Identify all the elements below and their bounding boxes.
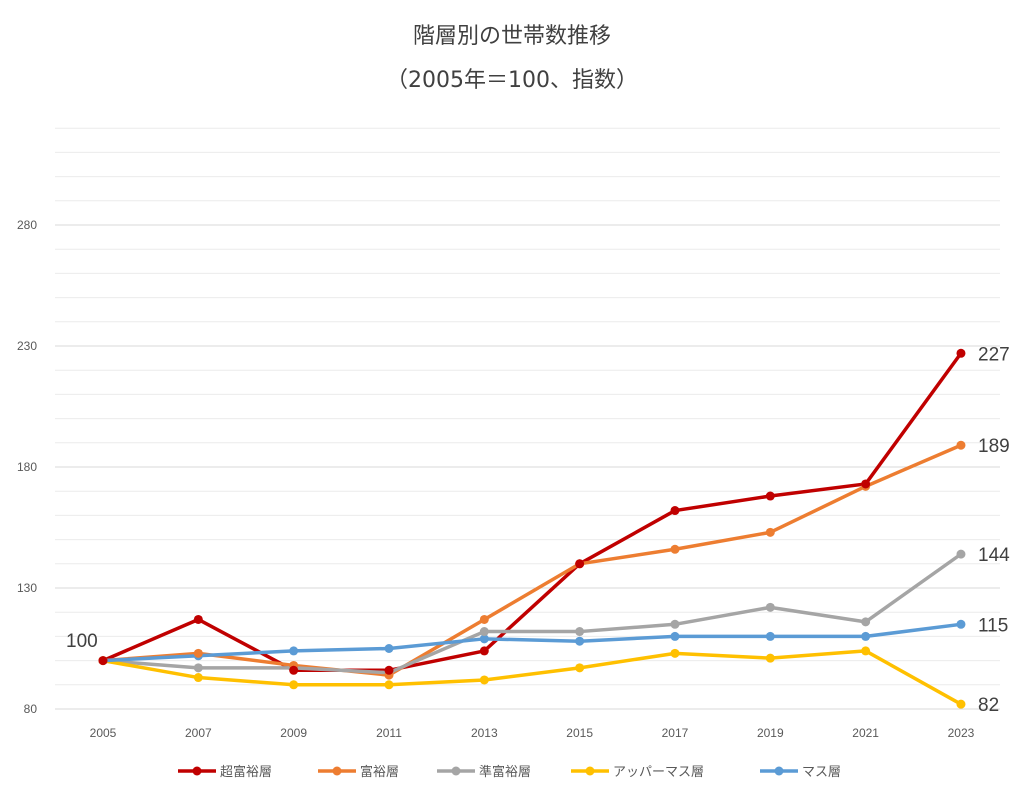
- legend-marker: [332, 766, 342, 776]
- x-tick-label: 2011: [376, 726, 402, 740]
- data-point: [289, 646, 299, 656]
- series-line-アッパーマス層: [102, 649, 962, 706]
- x-tick-label: 2007: [185, 726, 212, 740]
- data-point: [765, 491, 775, 501]
- x-tick-label: 2019: [757, 726, 784, 740]
- legend-label: 超富裕層: [220, 764, 272, 780]
- data-point: [98, 656, 108, 666]
- data-point: [289, 680, 299, 690]
- y-tick-label: 180: [17, 460, 37, 474]
- legend-label: 富裕層: [360, 764, 399, 780]
- x-tick-label: 2021: [852, 726, 879, 740]
- start-value-label: 100: [66, 631, 98, 652]
- end-value-label: 189: [978, 436, 1010, 457]
- data-point: [193, 614, 203, 624]
- data-point: [765, 602, 775, 612]
- data-point: [956, 699, 966, 709]
- data-point: [289, 665, 299, 675]
- data-point: [575, 663, 585, 673]
- data-point: [193, 648, 203, 658]
- data-point: [956, 348, 966, 358]
- data-point: [575, 636, 585, 646]
- end-value-label: 144: [978, 545, 1010, 566]
- data-point: [670, 631, 680, 641]
- legend-marker: [774, 766, 784, 776]
- data-point: [384, 644, 394, 653]
- end-value-label: 227: [978, 344, 1010, 365]
- data-point: [861, 479, 871, 489]
- data-point: [575, 627, 585, 637]
- data-point: [670, 648, 680, 658]
- data-point: [670, 506, 680, 516]
- legend-label: 準富裕層: [479, 764, 531, 780]
- x-tick-label: 2009: [280, 726, 307, 740]
- chart-title: 階層別の世帯数推移: [412, 24, 611, 49]
- series-line-マス層: [102, 622, 962, 663]
- data-point: [765, 653, 775, 663]
- data-point: [193, 663, 203, 673]
- data-point: [861, 646, 871, 656]
- legend-marker: [192, 766, 202, 776]
- chart-subtitle: （2005年＝100、指数）: [386, 68, 638, 93]
- data-point: [956, 440, 966, 450]
- series-line-超富裕層: [102, 352, 963, 673]
- y-tick-label: 280: [17, 218, 37, 232]
- data-point: [384, 680, 394, 690]
- x-tick-label: 2017: [662, 726, 689, 740]
- data-point: [193, 673, 203, 683]
- data-point: [479, 675, 489, 685]
- x-tick-label: 2023: [948, 726, 975, 740]
- series-line-富裕層: [102, 443, 962, 677]
- data-point: [861, 631, 871, 641]
- data-point: [956, 549, 966, 559]
- x-tick-label: 2013: [471, 726, 498, 740]
- data-point: [479, 627, 489, 637]
- legend-label: アッパーマス層: [613, 765, 704, 780]
- x-tick-label: 2015: [566, 726, 593, 740]
- legend-label: マス層: [802, 765, 841, 780]
- data-point: [956, 619, 966, 629]
- y-tick-label: 130: [17, 581, 37, 595]
- y-tick-label: 80: [24, 702, 38, 716]
- data-point: [479, 614, 489, 624]
- end-value-label: 115: [978, 615, 1008, 636]
- data-point: [670, 544, 680, 554]
- data-point: [575, 559, 585, 569]
- data-point: [479, 646, 489, 656]
- data-point: [670, 619, 680, 629]
- series-line-準富裕層: [102, 552, 962, 675]
- x-tick-label: 2005: [90, 726, 117, 740]
- data-point: [479, 634, 489, 644]
- data-point: [765, 527, 775, 537]
- legend-marker: [451, 766, 461, 776]
- data-point: [384, 665, 394, 675]
- legend-marker: [585, 766, 595, 776]
- y-tick-label: 230: [17, 339, 37, 353]
- data-point: [861, 617, 871, 627]
- data-point: [765, 631, 775, 641]
- end-value-label: 82: [978, 695, 999, 716]
